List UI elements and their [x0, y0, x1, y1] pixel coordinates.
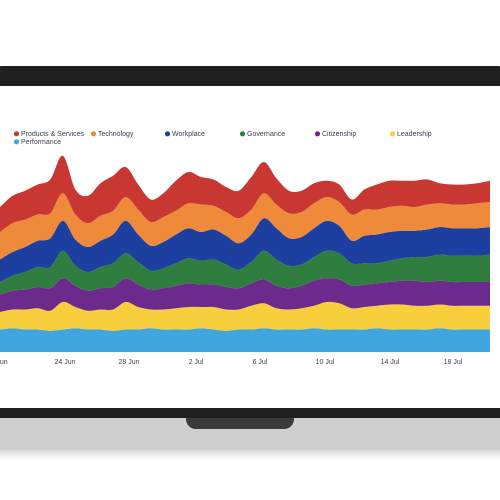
stream-area-citizenship[interactable] — [0, 278, 490, 312]
legend-item-performance[interactable]: Performance — [13, 139, 61, 146]
x-tick-label: 10 Jul — [316, 359, 335, 366]
laptop-base-notch — [186, 418, 294, 429]
x-tick-label: 6 Jul — [253, 359, 268, 366]
stream-area-workplace[interactable] — [0, 218, 490, 282]
x-tick-label: 2 Jul — [189, 359, 204, 366]
stream-area-products-services[interactable] — [0, 155, 490, 232]
legend-item-citizenship[interactable]: Citizenship — [314, 131, 356, 138]
legend-item-leadership[interactable]: Leadership — [389, 131, 432, 138]
stream-area-leadership[interactable] — [0, 301, 490, 331]
legend-label: Leadership — [397, 131, 432, 138]
x-tick-label: 28 Jun — [118, 359, 139, 366]
laptop-shadow — [0, 450, 500, 460]
x-tick-label: 18 Jul — [444, 359, 463, 366]
legend-label: Governance — [247, 131, 285, 138]
legend-item-products-services[interactable]: Products & Services — [13, 131, 85, 138]
legend-swatch — [164, 131, 171, 137]
legend-label: Citizenship — [322, 131, 356, 138]
legend-swatch — [90, 131, 97, 137]
stream-area-technology[interactable] — [0, 193, 490, 260]
x-tick-label: Jun — [0, 359, 8, 366]
legend-swatch — [314, 131, 321, 137]
x-tick-label: 24 Jun — [54, 359, 75, 366]
legend-item-workplace[interactable]: Workplace — [164, 131, 205, 138]
stream-area-performance[interactable] — [0, 328, 490, 352]
legend-label: Technology — [98, 131, 134, 138]
legend-swatch — [389, 131, 396, 137]
legend-label: Workplace — [172, 131, 205, 138]
x-tick-label: 14 Jul — [381, 359, 400, 366]
x-axis: Jun 24 Jun 28 Jun 2 Jul 6 Jul 10 Jul 14 Jul 18 … — [0, 359, 463, 366]
legend-item-governance[interactable]: Governance — [239, 131, 285, 138]
legend-swatch — [13, 131, 20, 137]
legend-item-technology[interactable]: Technology — [90, 131, 134, 138]
legend-swatch — [13, 139, 20, 145]
legend: Products & Services Technology Workplace Go… — [13, 131, 432, 146]
legend-label: Performance — [21, 139, 61, 146]
stream-areas — [0, 155, 490, 352]
laptop-screen: Products & Services Technology Workplace Go… — [0, 86, 500, 408]
streamgraph-chart: Products & Services Technology Workplace Go… — [0, 131, 490, 366]
stream-area-governance[interactable] — [0, 250, 490, 295]
legend-label: Products & Services — [21, 131, 85, 138]
legend-swatch — [239, 131, 246, 137]
